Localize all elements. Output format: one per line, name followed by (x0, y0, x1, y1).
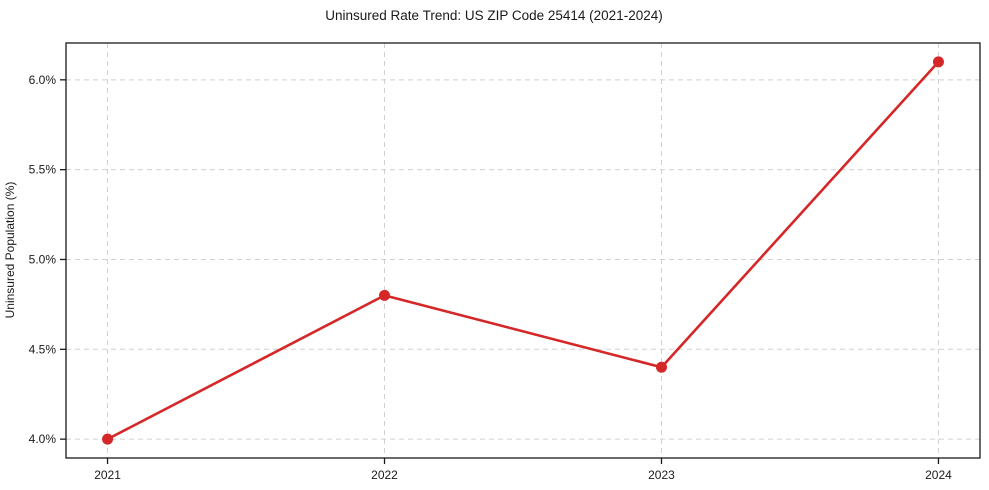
x-tick-label: 2024 (925, 468, 952, 482)
gridlines (66, 43, 980, 458)
trend-line (106, 60, 940, 441)
chart-title: Uninsured Rate Trend: US ZIP Code 25414 … (325, 8, 662, 23)
data-point-marker (379, 289, 391, 301)
x-tick-label: 2023 (648, 468, 675, 482)
y-tick-label: 5.0% (29, 252, 57, 266)
x-tick-label: 2022 (371, 468, 398, 482)
data-point-marker (102, 433, 114, 445)
y-tick-label: 4.0% (29, 432, 57, 446)
x-tick-label: 2021 (94, 468, 121, 482)
axes: 4.0% 4.5% 5.0% 5.5% 6.0% 2021 2022 2023 2024 (29, 42, 981, 482)
plot-border (65, 42, 981, 459)
y-tick-label: 6.0% (29, 73, 57, 87)
y-tick-label: 4.5% (29, 342, 57, 356)
y-tick-label: 5.5% (29, 163, 57, 177)
data-series (102, 56, 944, 445)
y-axis-label: Uninsured Population (%) (3, 182, 17, 319)
data-point-marker (932, 56, 944, 68)
data-point-marker (655, 361, 667, 373)
